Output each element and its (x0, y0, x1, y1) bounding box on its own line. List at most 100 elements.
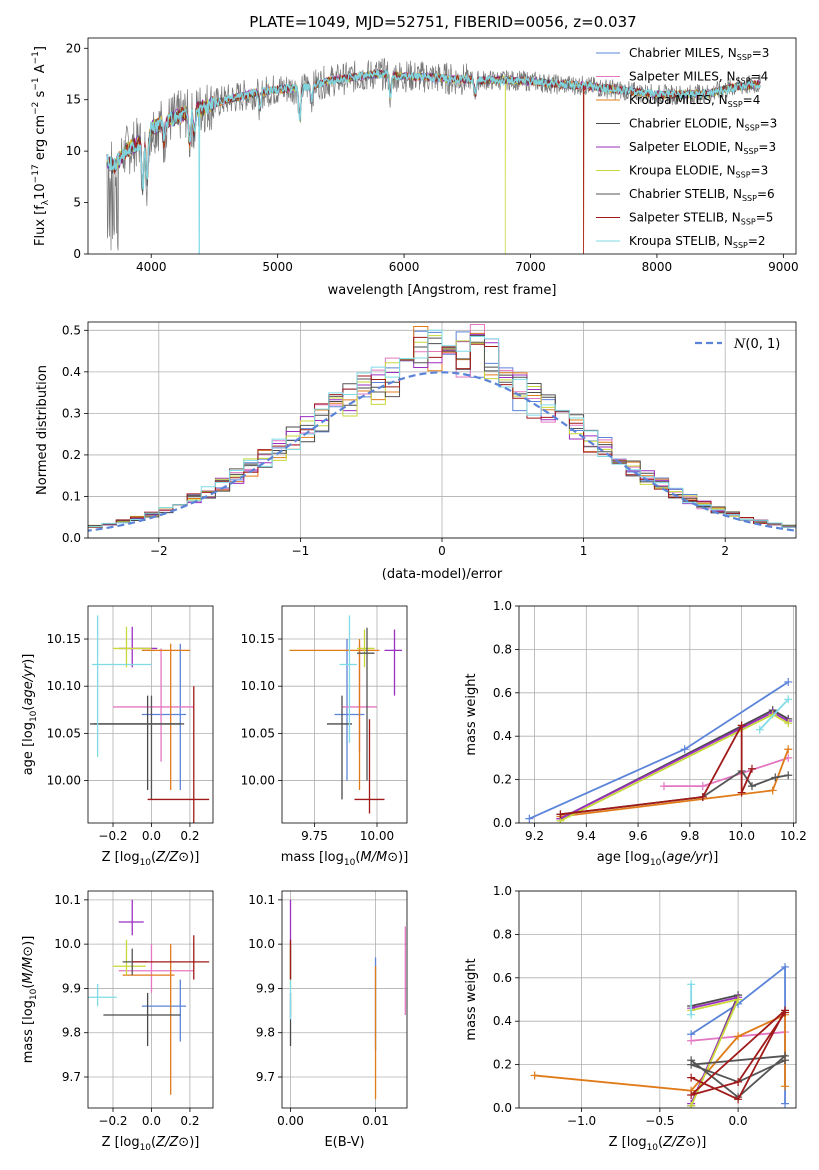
y-tick-label: 10.10 (241, 679, 275, 693)
label-part: mass [log (281, 850, 344, 865)
label-part: Z/Z⊙ (155, 1135, 189, 1150)
y-tick-label: 10.15 (241, 632, 275, 646)
point-kroupa-miles (141, 643, 190, 790)
y-tick-label: 10.1 (54, 893, 81, 907)
series-marker (734, 1095, 743, 1104)
legend-sub: SSP (745, 124, 760, 133)
x-tick-label: 9.6 (629, 829, 648, 843)
point-chabrier-elodie (103, 992, 181, 1046)
label-part: ( (355, 850, 360, 865)
x-tick-label: 0.0 (142, 829, 161, 843)
legend-entry-chabrier-elodie: Chabrier ELODIE, NSSP=3 (629, 117, 777, 133)
legend-entry-kroupa-stelib: Kroupa STELIB, NSSP=2 (629, 234, 766, 250)
legend-name: Kroupa STELIB, N (629, 234, 733, 248)
series-marker (784, 677, 793, 686)
series-marker (687, 1010, 696, 1019)
y-tick-label: 0.2 (493, 773, 512, 787)
x-tick-label: 0 (438, 544, 446, 558)
y-tick-label: 9.8 (62, 1026, 81, 1040)
x-tick-label: 0.2 (180, 1114, 199, 1128)
series-chabrier-miles (525, 677, 793, 823)
x-tick-label: 7000 (515, 260, 546, 274)
point-salpeter-miles (113, 648, 194, 762)
series-marker (698, 792, 707, 801)
axes-frame (281, 890, 408, 1109)
x-axis-label: mass [log10(M/M⊙)] (281, 850, 409, 868)
x-tick-label: 0.0 (729, 1114, 748, 1128)
plot-area (88, 38, 796, 254)
y-tick-label: 0.0 (62, 531, 81, 545)
y-tick-label: 9.9 (62, 981, 81, 995)
series-marker (781, 962, 790, 971)
legend-value: =4 (751, 70, 769, 84)
series-marker (737, 788, 746, 797)
plot-content (88, 899, 210, 1095)
y-tick-label: 10.05 (241, 726, 275, 740)
y-axis-label: mass weight (464, 958, 479, 1040)
series-marker (734, 1032, 743, 1041)
legend-entry-salpeter-elodie: Salpeter ELODIE, NSSP=3 (629, 140, 776, 156)
label-part: 10 (647, 1143, 659, 1153)
label-part: −1 (31, 51, 41, 64)
series-marker (687, 1073, 696, 1082)
legend-name: Salpeter STELIB, N (629, 211, 741, 225)
y-axis-label: Flux [fλ10−17 erg cm−2 s−1 A−1] (31, 46, 51, 246)
point-salpeter-elodie (118, 899, 144, 936)
series-marker (525, 814, 534, 823)
x-axis-label: Z [log10(Z/Z⊙)] (102, 1135, 200, 1153)
point-kroupa-stelib (91, 615, 152, 757)
label-part: )] (189, 850, 199, 865)
legend-entry-normal: N(0, 1) (733, 337, 780, 352)
y-tick-label: 10.05 (47, 726, 81, 740)
y-tick-label: 0.6 (493, 686, 512, 700)
plot-content (530, 962, 790, 1108)
legend-sub: SSP (736, 77, 751, 86)
y-tick-label: 0.8 (493, 927, 512, 941)
point-kroupa-elodie (113, 939, 146, 976)
label-part: Z [log (102, 850, 140, 865)
series-marker (781, 1056, 790, 1065)
legend-sub: SSP (741, 218, 756, 227)
label-part: 10 (344, 858, 356, 868)
label-part: 10 (29, 988, 39, 1000)
legend-entry-salpeter-miles: Salpeter MILES, NSSP=4 (629, 70, 768, 86)
model-line-kroupa-stelib (106, 69, 761, 254)
y-tick-label: 10.0 (54, 937, 81, 951)
panel-mass-vs-ebv: 0.00 0.01 9.7 9.8 9.9 10.0 10.1 E(B-V) (248, 890, 408, 1150)
y-tick-label: 0.4 (493, 1014, 512, 1028)
legend-name: Kroupa ELODIE, N (629, 164, 736, 178)
panel-mass-vs-Z: −0.2 0.0 0.29.79.89.910.010.1Z [log10(Z/Z⊙… (21, 890, 214, 1153)
x-axis-label: (data-model)/error (382, 567, 503, 582)
label-part: λ (41, 199, 51, 205)
series-marker (747, 764, 756, 773)
x-tick-label: −0.2 (98, 829, 127, 843)
point-kroupa-miles (122, 944, 175, 1095)
point-kroupa-stelib (88, 984, 117, 1007)
series-marker (687, 1090, 696, 1099)
series-kroupa-elodie (556, 710, 793, 823)
label-part: M/M⊙ (21, 946, 36, 984)
label-part: )] (189, 1135, 199, 1150)
y-tick-label: 0.0 (493, 816, 512, 830)
point-salpeter-elodie (384, 629, 402, 696)
x-tick-label: −0.2 (98, 1114, 127, 1128)
series-marker (781, 1008, 790, 1017)
series-marker (737, 721, 746, 730)
label-part: 10 (140, 1143, 152, 1153)
legend-name: Chabrier MILES, N (629, 46, 737, 60)
series-kroupa-stelib (687, 980, 696, 1019)
legend-sub: SSP (742, 194, 757, 203)
series-marker (771, 773, 780, 782)
y-tick-label: 10.00 (241, 774, 275, 788)
point-kroupa-stelib (339, 615, 357, 743)
label-part: )] (708, 850, 718, 865)
label-part: Flux [f (33, 205, 48, 246)
plot-area (88, 891, 213, 1108)
legend-name: Chabrier ELODIE, N (629, 117, 745, 131)
point-chabrier-stelib (357, 627, 375, 781)
y-tick-label: 15 (66, 93, 81, 107)
y-tick-label: 0.2 (62, 448, 81, 462)
label-part: −17 (31, 164, 41, 183)
y-tick-label: 0.8 (493, 642, 512, 656)
x-tick-label: 5000 (262, 260, 293, 274)
